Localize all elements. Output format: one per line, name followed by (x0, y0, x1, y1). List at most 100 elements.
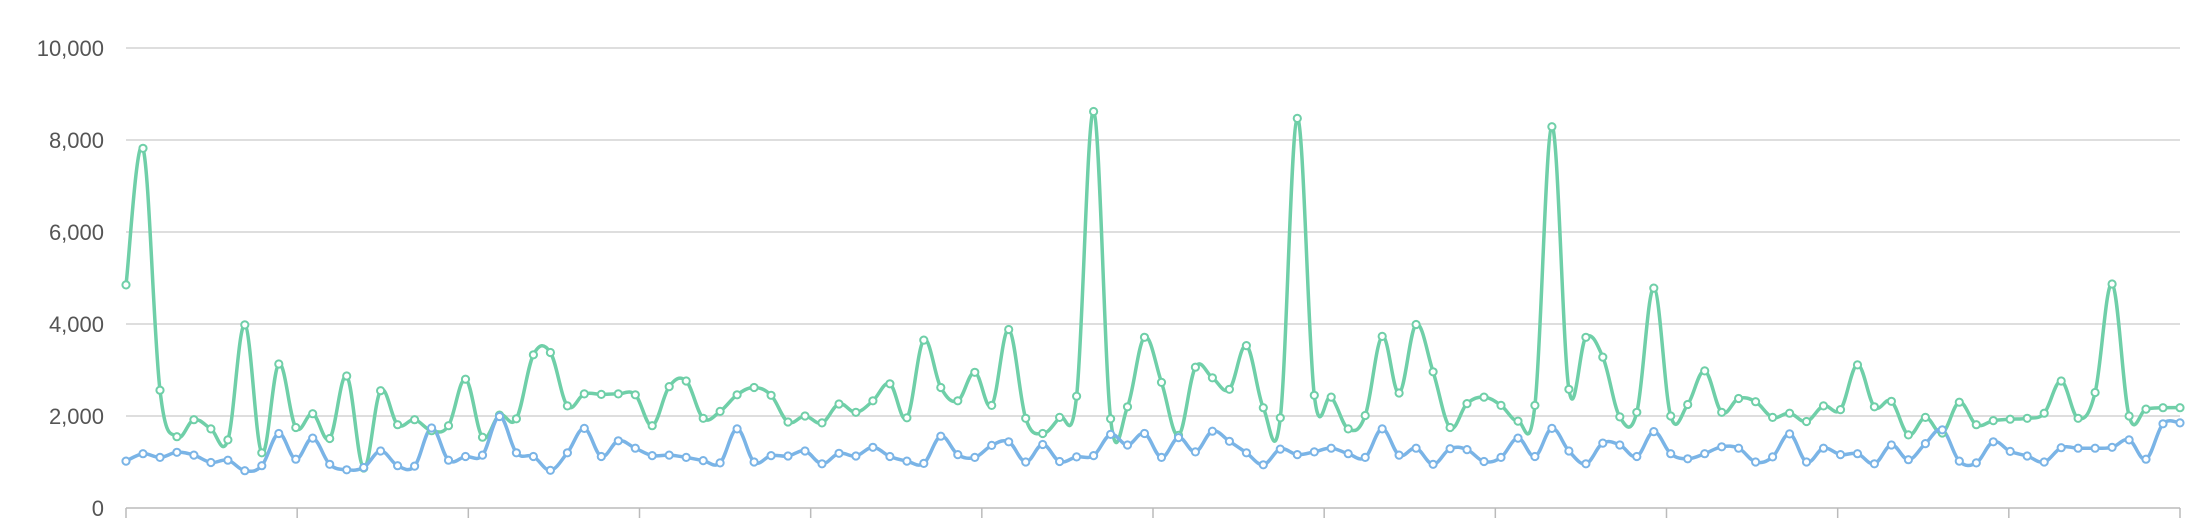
series-1-point[interactable] (376, 386, 386, 396)
series-2-point[interactable] (1309, 447, 1319, 457)
series-2-point[interactable] (1072, 452, 1082, 462)
series-1-point[interactable] (868, 396, 878, 406)
series-1-point[interactable] (460, 374, 471, 384)
series-2-point[interactable] (528, 451, 539, 462)
series-1-point[interactable] (1801, 416, 1812, 427)
series-2-point[interactable] (1852, 449, 1863, 459)
series-1-point[interactable] (1530, 400, 1540, 410)
series-1-point[interactable] (1479, 392, 1489, 402)
series-1-point[interactable] (1615, 412, 1625, 422)
series-1-point[interactable] (511, 414, 522, 424)
series-1-point[interactable] (1207, 373, 1218, 383)
series-2-point[interactable] (2039, 457, 2049, 467)
series-1-point[interactable] (1309, 390, 1319, 400)
series-1-point[interactable] (1072, 391, 1082, 401)
series-2-point[interactable] (1190, 447, 1201, 457)
series-1-point[interactable] (477, 432, 488, 442)
series-1-point[interactable] (2141, 404, 2151, 414)
series-1-point[interactable] (579, 389, 589, 399)
series-2-point[interactable] (1920, 439, 1931, 449)
series-2-point[interactable] (443, 455, 454, 465)
series-2-point[interactable] (206, 457, 216, 468)
series-1-point[interactable] (834, 399, 844, 409)
series-2-point[interactable] (291, 454, 301, 464)
series-1-point[interactable] (1156, 377, 1167, 387)
series-1-point[interactable] (1275, 413, 1285, 423)
series-1-point[interactable] (1021, 413, 1031, 423)
series-1-point[interactable] (1343, 424, 1353, 434)
series-2-point[interactable] (1768, 452, 1778, 462)
series-2-point[interactable] (1700, 449, 1710, 459)
series-2-point[interactable] (2056, 443, 2066, 453)
series-1-point[interactable] (189, 415, 199, 425)
series-1-point[interactable] (443, 421, 454, 431)
series-2-point[interactable] (1598, 438, 1608, 448)
series-2-point[interactable] (121, 456, 131, 466)
series-1-point[interactable] (172, 432, 182, 442)
series-2-point[interactable] (1513, 433, 1523, 443)
series-1-point[interactable] (545, 347, 556, 358)
series-1-point[interactable] (902, 413, 912, 423)
series-2-point[interactable] (2005, 446, 2015, 456)
series-2-point[interactable] (1547, 423, 1557, 433)
series-2-point[interactable] (2073, 443, 2083, 453)
series-2-point[interactable] (1428, 459, 1438, 469)
series-2-point[interactable] (511, 448, 522, 458)
series-1-point[interactable] (885, 379, 895, 389)
series-1-point[interactable] (1326, 392, 1336, 402)
series-2-point[interactable] (953, 450, 963, 460)
series-1-point[interactable] (1190, 362, 1201, 372)
series-1-point[interactable] (766, 390, 776, 400)
series-2-point[interactable] (1818, 443, 1829, 453)
series-1-point[interactable] (1852, 360, 1863, 370)
series-1-point[interactable] (1598, 352, 1608, 362)
series-2-point[interactable] (1479, 456, 1489, 467)
series-2-point[interactable] (1394, 450, 1404, 460)
series-2-point[interactable] (1326, 443, 1336, 453)
series-2-point[interactable] (800, 446, 810, 456)
series-2-point[interactable] (1835, 450, 1846, 460)
series-2-point[interactable] (579, 423, 589, 433)
series-2-point[interactable] (2141, 454, 2151, 464)
series-2-point[interactable] (172, 447, 182, 457)
series-1-point[interactable] (2175, 403, 2185, 413)
series-2-point[interactable] (970, 452, 980, 462)
series-1-point[interactable] (1445, 422, 1455, 433)
series-2-point[interactable] (410, 461, 420, 471)
series-2-point[interactable] (2090, 443, 2100, 453)
series-1-point[interactable] (1988, 416, 1998, 426)
series-2-point[interactable] (1869, 459, 1880, 469)
series-1-point[interactable] (613, 389, 623, 399)
series-2-point[interactable] (359, 462, 369, 473)
series-2-point[interactable] (1751, 457, 1761, 467)
series-1-point[interactable] (953, 396, 963, 406)
series-2-point[interactable] (2022, 451, 2032, 461)
series-2-point[interactable] (749, 457, 759, 467)
series-2-point[interactable] (223, 455, 233, 465)
series-2-point[interactable] (936, 431, 946, 441)
series-2-point[interactable] (919, 458, 929, 468)
series-2-point[interactable] (817, 459, 827, 469)
series-2-point[interactable] (1156, 452, 1167, 462)
series-2-point[interactable] (1089, 451, 1099, 461)
series-1-point[interactable] (138, 143, 148, 153)
series-2-point[interactable] (1683, 454, 1693, 464)
series-2-point[interactable] (1021, 457, 1031, 467)
series-1-point[interactable] (749, 382, 759, 393)
series-2-point[interactable] (1988, 437, 1998, 447)
series-1-point[interactable] (2090, 387, 2100, 398)
series-2-point[interactable] (342, 465, 352, 475)
series-1-point[interactable] (1954, 397, 1964, 407)
series-1-point[interactable] (1394, 388, 1404, 398)
series-1-point[interactable] (1886, 396, 1897, 406)
series-2-point[interactable] (427, 423, 437, 433)
series-1-point[interactable] (291, 422, 301, 433)
series-2-point[interactable] (1954, 456, 1964, 466)
series-2-point[interactable] (240, 466, 250, 476)
series-1-point[interactable] (325, 433, 335, 444)
series-1-point[interactable] (664, 382, 674, 392)
series-2-point[interactable] (308, 433, 318, 443)
series-2-point[interactable] (1903, 455, 1914, 465)
series-1-point[interactable] (410, 415, 420, 425)
series-2-point[interactable] (1292, 450, 1302, 460)
